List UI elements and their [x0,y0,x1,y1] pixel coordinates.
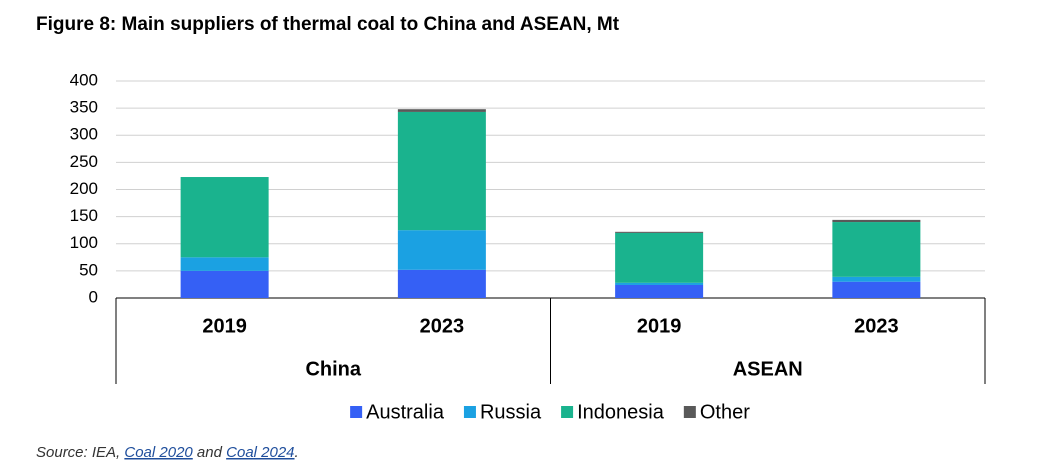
bar-segment [180,257,269,271]
legend-label: Other [700,401,750,423]
x-tick-label: 2019 [637,315,682,337]
legend-label: Russia [480,401,542,423]
bar-segment [397,230,486,270]
bar-segment [615,232,704,283]
bar-segment [397,111,486,231]
y-tick-label: 200 [70,179,98,198]
chart-title: Figure 8: Main suppliers of thermal coal… [36,14,620,35]
bar-segment [397,269,486,298]
bar-segment [615,282,704,285]
legend-swatch [350,406,363,418]
group-label: ASEAN [733,358,803,380]
x-tick-label: 2023 [420,315,465,337]
bar-segment [832,276,921,282]
source-link[interactable]: Coal 2020 [124,444,193,461]
source: Source: IEA, Coal 2020 and Coal 2024. [36,444,299,461]
y-tick-label: 100 [70,233,98,252]
y-tick-label: 300 [70,125,98,144]
source-link[interactable]: Coal 2024 [226,444,294,461]
source-text: Source: IEA, [36,444,124,461]
group-label: China [305,358,361,380]
legend-label: Australia [366,401,445,423]
bar-segment [180,270,269,298]
source-text: and [193,444,226,461]
source-text: . [295,444,299,461]
bar-segment [832,222,921,277]
bar-segment [615,231,704,233]
bar-segment [180,177,269,258]
x-tick-label: 2019 [202,315,247,337]
y-tick-label: 350 [70,98,98,117]
legend-swatch [683,406,696,418]
bar-segment [832,219,921,223]
x-tick-label: 2023 [854,315,899,337]
legend-swatch [561,406,574,418]
bar-segment [615,284,704,298]
bar-segment [397,109,486,112]
y-tick-label: 0 [89,287,98,306]
y-tick-label: 400 [70,70,98,89]
y-tick-label: 250 [70,152,98,171]
legend-swatch [463,406,476,418]
bar-segment [832,281,921,298]
y-tick-label: 50 [79,260,98,279]
y-tick-label: 150 [70,206,98,225]
legend-label: Indonesia [577,401,665,423]
